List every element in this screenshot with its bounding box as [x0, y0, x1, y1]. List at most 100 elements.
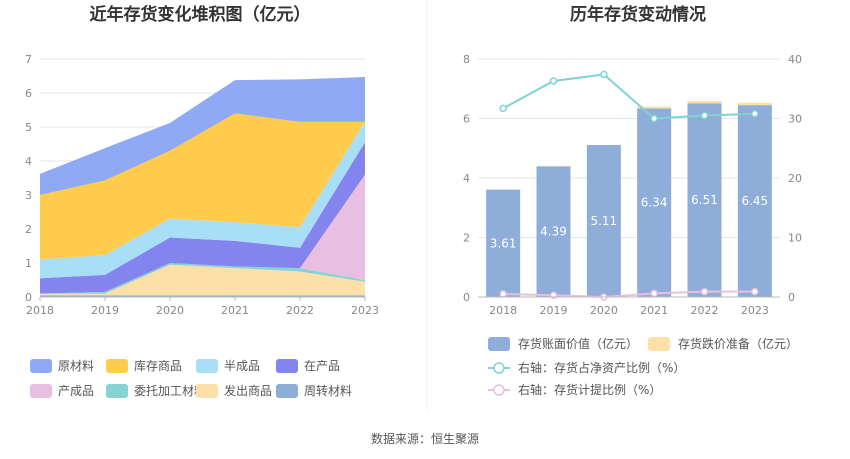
right-x-tick: 2019 [540, 304, 568, 317]
legend-label-line: 右轴：存货占净资产比例（%） [518, 360, 685, 375]
legend-swatch-在产品 [276, 359, 298, 373]
legend-label-半成品: 半成品 [224, 359, 260, 373]
line-point [700, 287, 709, 296]
bar-book-value [687, 103, 722, 297]
line-point [499, 104, 507, 113]
legend-line-marker [493, 384, 505, 396]
bar-value-label: 3.61 [490, 236, 517, 250]
area-半成品 [40, 121, 365, 279]
right-axes: 0 2 4 6 8 0 10 20 30 40 2018 2019 2020 2021 2022 2023 [463, 53, 802, 317]
right-y-tick: 6 [463, 113, 470, 126]
line-inventory-net-asset-ratio [502, 73, 755, 120]
area-委托加工材料 [40, 263, 365, 294]
legend-swatch-impairment [648, 337, 670, 351]
left-x-tick: 2022 [286, 304, 314, 317]
left-y-tick: 5 [25, 121, 32, 134]
line-point [751, 287, 759, 296]
left-y-tick: 4 [25, 155, 32, 168]
left-y-tick: 6 [25, 87, 32, 100]
left-y-tick: 1 [25, 257, 32, 270]
right-y2-tick: 30 [788, 113, 802, 126]
line-point [700, 111, 709, 120]
line-point [650, 114, 658, 123]
right-y2-tick: 10 [788, 232, 802, 245]
legend-swatch-周转材料 [276, 384, 298, 398]
left-x-tick: 2018 [26, 304, 54, 317]
right-y2-tick: 20 [788, 172, 802, 185]
right-y-tick: 4 [463, 172, 470, 185]
legend-swatch-原材料 [30, 359, 52, 373]
right-lines [499, 70, 759, 301]
combo-bar-line-chart: 历年存货变动情况 3.614.395.116.34 6.51 6.45 024680… [463, 4, 802, 397]
left-areas [40, 77, 365, 297]
line-point [751, 109, 759, 118]
area-原材料 [40, 77, 365, 195]
stacked-area-chart: 近年存货变化堆积图（亿元） 0 1 2 3 4 5 6 7 2018 2019 2020 2021 20… [25, 4, 379, 398]
legend-label-book-value: 存货账面价值（亿元） [518, 336, 638, 351]
legend-label-line: 右轴：存货计提比例（%） [518, 382, 661, 397]
left-x-tick: 2020 [156, 304, 184, 317]
bar-value-label: 6.51 [691, 193, 718, 207]
right-y-tick: 8 [463, 53, 470, 66]
area-在产品 [40, 142, 365, 294]
right-legend: 存货账面价值（亿元） 存货跌价准备（亿元） 右轴：存货占净资产比例（%） 右轴：存货计… [488, 336, 798, 397]
legend-swatch-发出商品 [196, 384, 218, 398]
legend-label-发出商品: 发出商品 [224, 383, 272, 398]
line-point [549, 77, 558, 85]
legend-swatch-半成品 [196, 359, 218, 373]
right-x-tick: 2023 [741, 304, 769, 317]
right-y2-tick: 0 [788, 291, 795, 304]
legend-label-在产品: 在产品 [304, 359, 340, 373]
legend-line-marker [493, 362, 505, 374]
legend-label-委托加工材料: 委托加工材料 [134, 384, 206, 398]
legend-label-库存商品: 库存商品 [134, 358, 182, 373]
line-point [499, 290, 507, 298]
legend-swatch-委托加工材料 [106, 384, 128, 398]
line-provision-ratio [503, 290, 755, 299]
bar-book-value [737, 105, 772, 297]
bar-value-label: 6.45 [741, 194, 768, 208]
left-x-tick: 2021 [221, 304, 249, 317]
legend-label-原材料: 原材料 [58, 359, 94, 373]
left-y-tick: 7 [25, 53, 32, 66]
right-x-tick: 2018 [489, 304, 517, 317]
bar-value-label: 6.34 [641, 196, 668, 210]
right-grid [478, 58, 780, 298]
bar-impairment [637, 106, 672, 109]
right-y-tick: 0 [463, 291, 470, 304]
legend-swatch-book-value [488, 337, 510, 351]
left-axes: 0 1 2 3 4 5 6 7 2018 2019 2020 2021 2022 2023 [25, 53, 379, 317]
area-发出商品 [40, 264, 365, 296]
right-x-tick: 2022 [691, 304, 719, 317]
right-x-tick: 2021 [640, 304, 668, 317]
left-x-tick: 2019 [91, 304, 119, 317]
bar-book-value [486, 189, 521, 297]
left-y-tick: 3 [25, 189, 32, 202]
right-x-tick: 2020 [590, 304, 618, 317]
bar-impairment [737, 102, 772, 106]
right-y-tick: 2 [463, 232, 470, 245]
line-point [600, 70, 608, 79]
data-source-note: 数据来源：恒生聚源 [371, 431, 479, 446]
bar-book-value [586, 144, 621, 297]
legend-swatch-产成品 [30, 384, 52, 398]
bar-value-label: 4.39 [540, 225, 567, 239]
bar-book-value [536, 166, 571, 297]
bar-book-value [637, 108, 672, 297]
bar-value-label: 5.11 [590, 214, 617, 228]
line-point [650, 289, 658, 298]
left-x-tick: 2023 [351, 304, 379, 317]
area-库存商品 [40, 113, 365, 260]
right-chart-title: 历年存货变动情况 [570, 4, 706, 25]
legend-swatch-库存商品 [106, 359, 128, 373]
left-chart-title: 近年存货变化堆积图（亿元） [90, 4, 311, 25]
right-y2-tick: 40 [788, 53, 802, 66]
legend-label-产成品: 产成品 [58, 384, 94, 398]
legend-label-impairment: 存货跌价准备（亿元） [678, 336, 798, 351]
left-y-tick: 2 [25, 223, 32, 236]
bar-impairment [536, 165, 571, 167]
bar-impairment [687, 100, 722, 104]
right-bars: 3.61 4.39 5.11 6.34 6.51 6.45 [486, 100, 772, 297]
